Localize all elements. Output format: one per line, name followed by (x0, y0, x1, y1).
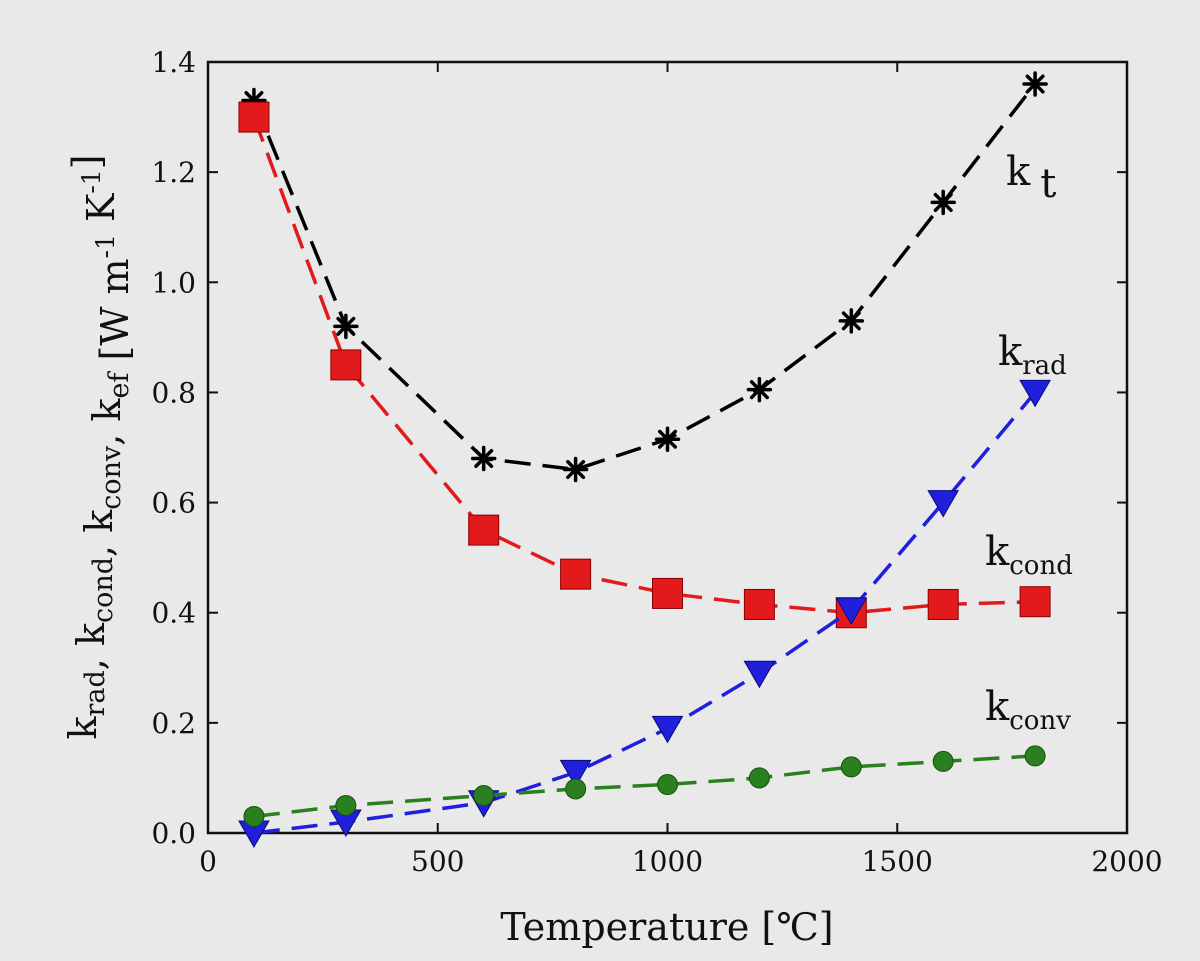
data-point-kt (654, 426, 681, 452)
data-point-kconv (335, 794, 357, 816)
asterisk-stroke (336, 316, 356, 336)
data-point-kconv (243, 805, 265, 827)
asterisk-stroke (657, 429, 678, 449)
y-axis-title-subscript: cond (88, 557, 119, 623)
series-krad (238, 379, 1051, 849)
series-kcond (238, 101, 1051, 629)
series-layer (238, 71, 1051, 849)
x-tick-label: 0 (199, 845, 217, 878)
y-axis-title-superscript: -1 (77, 169, 106, 193)
series-label-sub: rad (1022, 351, 1067, 381)
data-point-krad (835, 597, 868, 625)
y-tick-label: 0.8 (151, 376, 196, 409)
y-tick-label: 1.4 (151, 46, 196, 79)
tick-layer: 0 500 1000 1500 2000 0.0 0.2 0.4 0.6 0.8 1.0 1.2 1.4 (151, 46, 1162, 878)
data-point-kcond (560, 558, 592, 590)
data-point-kt (470, 445, 497, 472)
series-label-kcond: kcond (985, 529, 1073, 581)
data-point-kcond (238, 101, 270, 133)
y-tick-label: 0.0 (151, 817, 196, 850)
asterisk-stroke (566, 460, 586, 480)
data-point-kconv (473, 785, 495, 807)
data-point-kconv (1024, 745, 1046, 767)
asterisk-stroke (749, 380, 769, 400)
y-axis-title-text: [W m (93, 258, 137, 372)
data-point-kconv (657, 774, 678, 796)
x-tick-label: 2000 (1091, 845, 1162, 878)
data-point-kconv (840, 756, 862, 778)
x-tick-label: 500 (411, 845, 464, 878)
data-point-kconv (565, 778, 587, 800)
x-tick-label: 1500 (862, 845, 933, 878)
series-line-kconv (253, 754, 1036, 819)
y-axis-title-text: , k (69, 622, 113, 670)
data-point-kcond (468, 514, 500, 546)
y-axis-title-text: ] (65, 154, 109, 169)
series-label-main: k (985, 684, 1010, 730)
y-axis-title-text: , k (85, 398, 129, 446)
data-point-kconv (748, 767, 770, 789)
data-point-kcond (652, 577, 683, 609)
asterisk-stroke (474, 448, 494, 469)
series-kconv (243, 745, 1046, 827)
y-tick-label: 1.0 (151, 266, 196, 299)
data-point-kt (333, 313, 359, 340)
y-tick-label: 0.6 (151, 487, 196, 520)
data-point-krad (743, 660, 776, 689)
data-point-kt (838, 308, 865, 334)
series-label-sub: t (1040, 161, 1056, 207)
data-point-krad (1019, 379, 1051, 408)
data-point-kt (562, 456, 589, 483)
y-axis-title-subscript: conv (96, 445, 127, 510)
asterisk-stroke (841, 311, 861, 331)
data-point-krad (927, 490, 960, 518)
data-point-kt (930, 189, 956, 216)
y-axis-title-text: K (79, 193, 123, 234)
series-label-sub: conv (1009, 706, 1071, 736)
y-axis-title-text: , k (77, 509, 121, 557)
series-label-sub: cond (1009, 551, 1073, 581)
y-axis-title-subscript: ef (104, 371, 135, 399)
series-label-main: k (998, 329, 1023, 375)
series-label-main: k (985, 529, 1010, 575)
data-point-kt (1022, 71, 1048, 97)
y-tick-label: 0.2 (151, 707, 196, 740)
series-label-kconv: kconv (985, 684, 1071, 736)
series-line-kcond (252, 116, 1036, 615)
y-axis-title-subscript: rad (80, 670, 111, 716)
data-point-kconv (932, 750, 954, 772)
x-axis-title: Temperature [℃] (500, 905, 833, 949)
y-axis-title-text: k (61, 716, 105, 740)
y-tick-label: 1.2 (151, 156, 196, 189)
asterisk-stroke (1025, 74, 1045, 94)
data-point-kcond (1019, 586, 1051, 618)
data-point-kcond (330, 349, 362, 381)
asterisk-stroke (933, 192, 953, 212)
data-point-kt (746, 376, 773, 403)
y-axis-title-superscript: -1 (91, 234, 120, 258)
y-tick-label: 0.4 (151, 597, 196, 630)
x-tick-label: 1000 (632, 845, 703, 878)
data-point-krad (559, 759, 592, 788)
data-point-kcond (743, 588, 775, 620)
series-label-krad: krad (998, 329, 1067, 381)
y-axis-title: krad, kcond, kconv, kef [W m-1 K-1] (61, 154, 137, 739)
series-label-main: k (1006, 149, 1031, 195)
data-point-kcond (927, 588, 959, 620)
series-kt (241, 71, 1048, 483)
data-point-krad (651, 715, 684, 744)
